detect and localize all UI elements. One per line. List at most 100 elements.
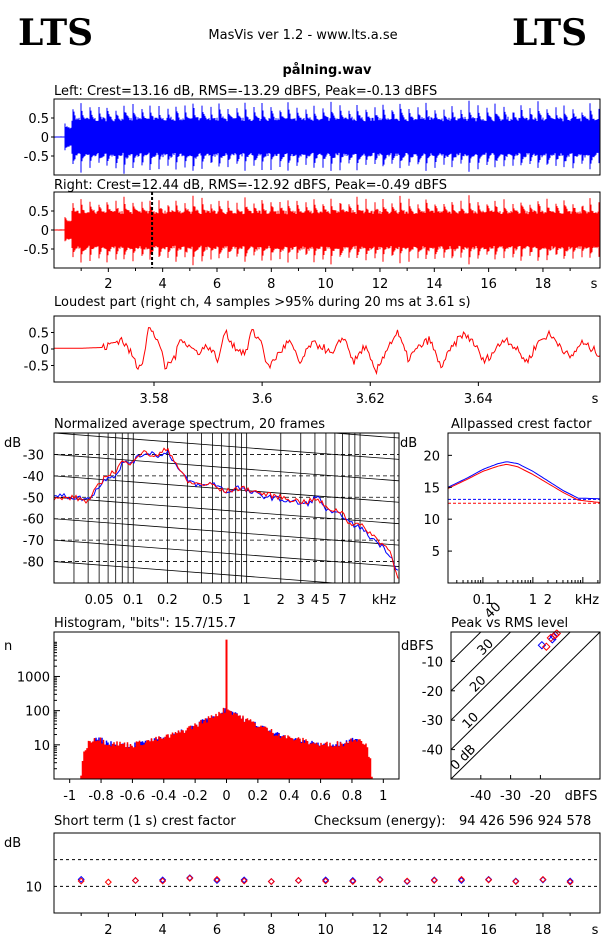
x-axis-unit: s (592, 923, 599, 938)
file-name: pålning.wav (282, 63, 372, 78)
y-tick-label: 100 (25, 705, 50, 720)
short-term-point (512, 877, 520, 886)
x-tick-label: 2 (544, 593, 552, 608)
y-tick-label: -0.5 (24, 243, 49, 258)
spectrum-slope-line (54, 475, 399, 503)
spectrum-slope-line (54, 433, 399, 460)
allpass-title: Allpassed crest factor (451, 417, 592, 432)
short-term-point (267, 877, 275, 886)
x-tick-label: 10 (317, 923, 334, 938)
x-tick-label: 12 (372, 923, 389, 938)
x-tick-label: 1 (529, 593, 537, 608)
short-term-point (566, 878, 574, 886)
plot-layer: Left: Crest=13.16 dB, RMS=-13.29 dBFS, P… (4, 84, 601, 938)
waveform-trace-right (54, 195, 600, 266)
x-tick-label: 8 (267, 923, 275, 938)
allpass-y-unit: dB (400, 436, 417, 451)
y-tick-label: -30 (23, 448, 44, 463)
x-tick-label: 3.58 (140, 392, 169, 407)
x-tick-label: 10 (317, 277, 334, 292)
x-tick-label: 3.62 (356, 392, 385, 407)
loudest-title: Loudest part (right ch, 4 samples >95% d… (54, 295, 471, 310)
y-tick-label: -60 (23, 513, 44, 528)
x-axis-unit: kHz (372, 593, 396, 608)
short-term-point (349, 876, 357, 885)
crest-diagonal-label: 10 (460, 710, 482, 732)
short-term-point (213, 876, 221, 885)
y-tick-label: 0.5 (28, 205, 49, 220)
short-term-point (240, 876, 248, 884)
plot-frame (53, 832, 601, 914)
histogram-title: Histogram, "bits": 15.7/15.7 (54, 616, 236, 631)
short-term-title: Short term (1 s) crest factor (54, 814, 236, 829)
short-term-point (322, 876, 330, 884)
short-term-point (294, 876, 303, 885)
x-tick-label: 1 (243, 593, 251, 608)
x-tick-label: 4 (159, 923, 167, 938)
plot-frame (53, 432, 400, 584)
crest-diagonal-label: 20 (467, 673, 489, 695)
waveform-right: Right: Crest=12.44 dB, RMS=-12.92 dBFS, … (24, 178, 601, 292)
y-tick-label: -70 (23, 534, 44, 549)
x-tick-label: 0.2 (248, 789, 269, 804)
spectrum-slope-line (328, 433, 399, 439)
short-term-point (104, 878, 112, 886)
spectrum-y-unit: dB (4, 436, 21, 451)
x-tick-label: 12 (372, 277, 389, 292)
x-tick-label: 0.1 (123, 593, 144, 608)
short-term-point (376, 876, 384, 884)
y-tick-label: 0.5 (28, 112, 49, 127)
x-tick-label: -40 (470, 789, 491, 804)
plot-frame (450, 631, 601, 780)
x-tick-label: 16 (480, 923, 497, 938)
peak-rms-point (546, 633, 556, 643)
x-tick-label: 1 (379, 789, 387, 804)
short-term-point (349, 877, 357, 886)
x-tick-label: 14 (426, 277, 443, 292)
crest-diagonal (451, 632, 571, 751)
x-tick-label: 3 (297, 593, 305, 608)
x-tick-label: -30 (500, 789, 521, 804)
crest-diagonal-label: 30 (475, 636, 497, 658)
spectrum-slope-line (54, 561, 340, 583)
y-tick-label: -20 (422, 685, 443, 700)
x-axis-unit: kHz (575, 593, 599, 608)
y-tick-label: -0.5 (24, 360, 49, 375)
histogram-y-unit: n (4, 639, 12, 654)
short-term-point (77, 875, 85, 883)
x-tick-label: 6 (213, 923, 221, 938)
y-tick-label: 20 (423, 449, 440, 464)
logo-right: LTS (512, 12, 587, 54)
short-term-point (159, 877, 167, 885)
short-term-point (131, 876, 140, 885)
spectrum-title: Normalized average spectrum, 20 frames (54, 417, 325, 432)
spectrum-slope-line (54, 390, 399, 416)
spectrum-slope-line (54, 454, 399, 482)
crest-diagonal (451, 632, 512, 692)
x-tick-label: 6 (213, 277, 221, 292)
short-term-y-unit: dB (4, 836, 21, 851)
short-term-point (213, 875, 221, 883)
short-term-point (322, 877, 330, 885)
spectrum-slope-line (54, 518, 399, 546)
histogram-chart: Histogram, "bits": 15.7/15.7n100010010-1… (4, 616, 400, 804)
spectrum-grid (54, 390, 399, 583)
short-term-point (240, 877, 248, 885)
short-term-point (485, 876, 493, 884)
x-tick-label: 4 (159, 277, 167, 292)
x-tick-label: 2 (104, 923, 112, 938)
x-tick-label: -0.2 (182, 789, 207, 804)
waveform-title-left: Left: Crest=13.16 dB, RMS=-13.29 dBFS, P… (54, 84, 437, 99)
short-term-point (294, 876, 303, 885)
spectrum-slope-line (54, 539, 399, 567)
histogram-series-right (80, 707, 373, 779)
y-tick-label: 10 (423, 513, 440, 528)
x-tick-label: 0.4 (279, 789, 300, 804)
y-tick-label: -30 (422, 714, 443, 729)
short-term-point (159, 876, 167, 884)
spectrum-chart: Normalized average spectrum, 20 frames dB… (4, 390, 400, 608)
short-term-point (77, 877, 85, 885)
short-term-point (457, 875, 465, 883)
short-term-point (430, 876, 438, 885)
x-tick-label: -0.4 (151, 789, 176, 804)
